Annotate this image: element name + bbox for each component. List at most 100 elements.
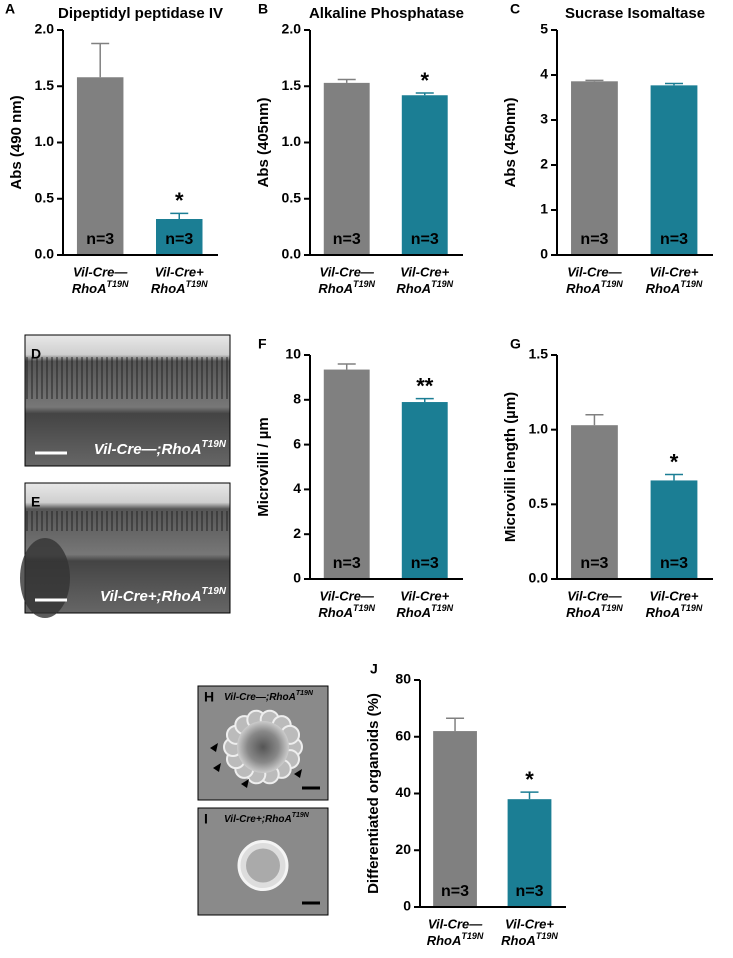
y-tick-label: 2 [293, 525, 301, 541]
allele: T19N [536, 931, 559, 941]
x-tick-label: Vil-Cre— [320, 264, 375, 279]
label-sup: T19N [202, 439, 227, 450]
x-tick-label: Vil-Cre+ [649, 588, 698, 603]
y-tick-label: 5 [540, 21, 548, 37]
y-tick-label: 0.5 [529, 495, 549, 511]
y-tick-label: 0.0 [282, 246, 302, 262]
allele: T19N [601, 279, 624, 289]
x-tick-genotype: RhoAT19N [646, 279, 703, 296]
gene: RhoA [151, 281, 186, 296]
gene: RhoA [396, 281, 431, 296]
y-tick-label: 3 [540, 111, 548, 127]
x-tick-genotype: RhoAT19N [72, 279, 129, 296]
bar [323, 82, 370, 255]
x-tick-genotype: RhoAT19N [566, 279, 623, 296]
allele: T19N [680, 279, 703, 289]
cell [20, 538, 70, 618]
chart-title: Sucrase Isomaltase [565, 5, 705, 22]
bar [571, 81, 618, 255]
image-label: Vil-Cre+;RhoAT19N [100, 586, 227, 605]
allele: T19N [431, 279, 454, 289]
x-tick-genotype: RhoAT19N [501, 931, 558, 948]
n-label: n=3 [411, 555, 439, 572]
n-label: n=3 [580, 555, 608, 572]
label-sup: T19N [202, 586, 227, 597]
significance: * [670, 449, 679, 474]
x-tick-genotype: RhoAT19N [151, 279, 208, 296]
y-tick-label: 80 [395, 671, 411, 687]
y-tick-label: 0.0 [529, 570, 549, 586]
n-label: n=3 [165, 231, 193, 248]
x-tick-genotype: RhoAT19N [566, 603, 623, 620]
panel-letter: G [510, 336, 521, 352]
gene: RhoA [396, 605, 431, 620]
y-tick-label: 2.0 [282, 21, 302, 37]
y-axis-label: Abs (490 nm) [8, 95, 25, 189]
x-tick-genotype: RhoAT19N [396, 279, 453, 296]
panel-letter: B [258, 1, 268, 17]
panel-letter: C [510, 1, 520, 17]
x-tick-genotype: RhoAT19N [427, 931, 484, 948]
panel-letter: I [204, 811, 208, 827]
y-tick-label: 1.0 [282, 133, 302, 149]
x-tick-genotype: RhoAT19N [646, 603, 703, 620]
chart-title: Alkaline Phosphatase [309, 5, 464, 22]
x-tick-label: Vil-Cre+ [505, 916, 554, 931]
label: Vil-Cre+;RhoA [224, 814, 292, 825]
y-tick-label: 1.5 [282, 77, 302, 93]
y-tick-label: 1.0 [35, 133, 55, 149]
allele: T19N [107, 279, 130, 289]
y-tick-label: 0.5 [35, 189, 55, 205]
y-tick-label: 2 [540, 156, 548, 172]
gene: RhoA [646, 281, 681, 296]
y-tick-label: 0.5 [282, 189, 302, 205]
gene: RhoA [566, 281, 601, 296]
x-tick-label: Vil-Cre— [320, 588, 375, 603]
allele: T19N [353, 279, 376, 289]
x-tick-label: Vil-Cre— [567, 264, 622, 279]
panel-letter: H [204, 689, 214, 705]
label-sup: T19N [296, 690, 314, 697]
label-sup: T19N [292, 812, 310, 819]
allele: T19N [431, 603, 454, 613]
image-label: Vil-Cre—;RhoAT19N [94, 439, 227, 458]
n-label: n=3 [411, 231, 439, 248]
y-axis-label: Microvilli length (µm) [502, 392, 519, 542]
arrowhead [241, 779, 249, 788]
significance: * [175, 188, 184, 213]
significance: * [420, 68, 429, 93]
bar [323, 369, 370, 579]
microvilli [26, 511, 229, 531]
panel-letter: D [31, 346, 41, 362]
bar [401, 95, 448, 255]
gene: RhoA [501, 933, 536, 948]
n-label: n=3 [660, 555, 688, 572]
bar [156, 219, 203, 255]
arrowhead [213, 763, 221, 772]
y-tick-label: 10 [285, 346, 301, 362]
x-tick-genotype: RhoAT19N [318, 279, 375, 296]
y-axis-label: Abs (450nm) [502, 97, 519, 187]
y-axis-label: Microvilli / µm [255, 417, 272, 517]
y-tick-label: 1.5 [35, 77, 55, 93]
y-tick-label: 4 [293, 480, 301, 496]
x-tick-label: Vil-Cre+ [400, 588, 449, 603]
y-tick-label: 6 [293, 435, 301, 451]
label: Vil-Cre—;RhoA [94, 441, 202, 458]
panel-letter: F [258, 336, 267, 352]
micrograph [24, 334, 231, 467]
x-tick-label: Vil-Cre+ [155, 264, 204, 279]
bar [76, 77, 124, 255]
gene: RhoA [318, 281, 353, 296]
organoid [237, 721, 289, 773]
n-label: n=3 [333, 231, 361, 248]
y-tick-label: 8 [293, 391, 301, 407]
y-tick-label: 1 [540, 201, 548, 217]
gene: RhoA [72, 281, 107, 296]
arrowhead [294, 769, 302, 778]
x-tick-label: Vil-Cre+ [400, 264, 449, 279]
gene: RhoA [566, 605, 601, 620]
chart-title: Dipeptidyl peptidase IV [58, 5, 223, 22]
